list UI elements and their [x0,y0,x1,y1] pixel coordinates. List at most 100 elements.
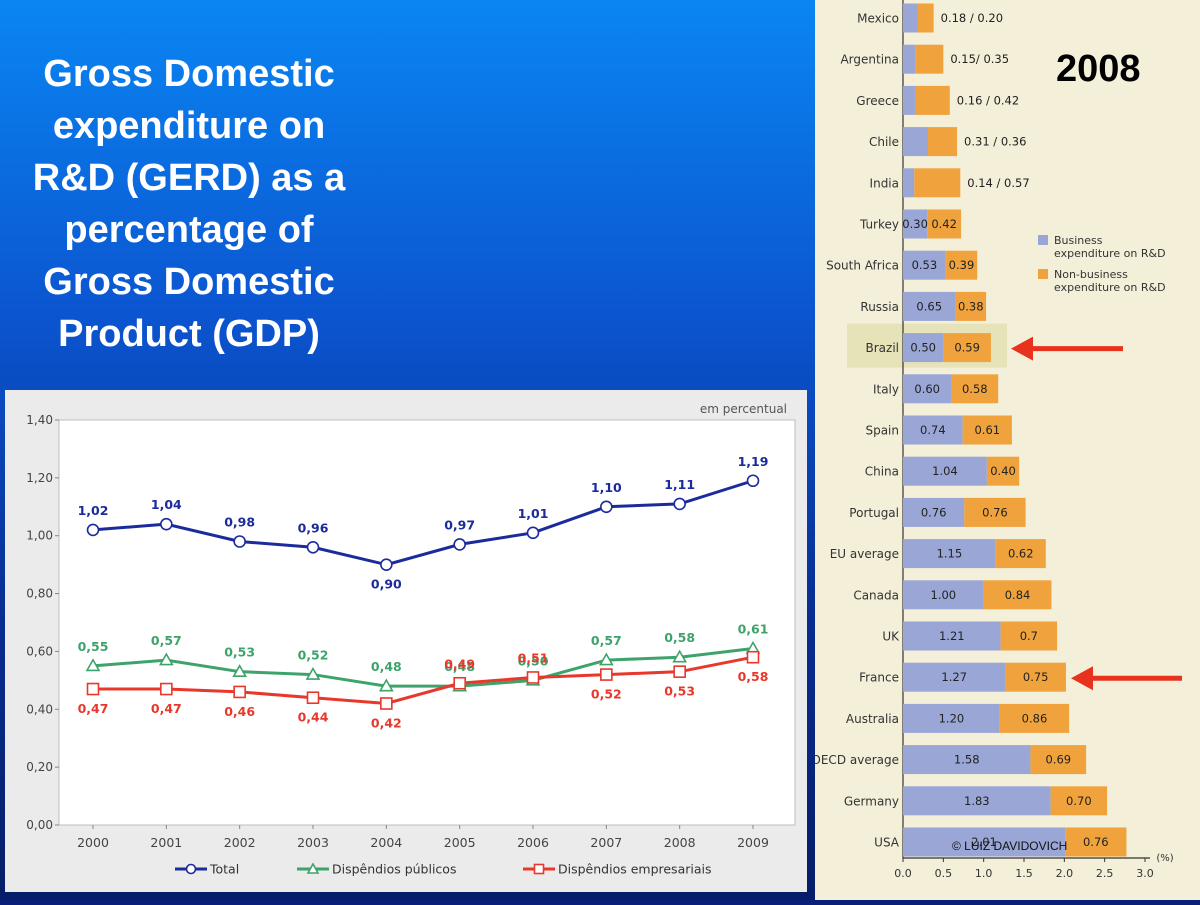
bar-chart-panel: 0.0 0.5 1.0 1.5 2.0 2.5 3.0 (%) Mexico 0.18 / 0.2… [811,0,1200,900]
bar-business [903,662,1006,692]
data-point [673,497,686,511]
bar-value-label: 1.20 [939,711,965,725]
data-point [453,676,466,690]
data-point [232,664,248,677]
category-label: Greece [856,94,899,108]
bar-value-label: 2.01 [971,835,997,849]
bar-value-label: 0.69 [1045,753,1071,767]
category-label: Brazil [866,341,900,355]
y-tick-label: 1,40 [26,413,53,427]
bar-non-business [962,415,1012,445]
category-label: Chile [869,135,899,149]
bar-business [903,85,916,115]
series-line-2 [92,647,754,688]
x-tick-label: 2009 [737,835,769,850]
category-label: Mexico [857,12,899,26]
bar-value-label: 0.61 [974,423,1000,437]
data-point [306,691,320,705]
data-label: 0,98 [224,515,255,530]
bar-non-business [1000,621,1058,651]
category-label: China [865,465,899,479]
legend-label: Dispêndios públicos [332,862,456,877]
data-point [673,665,686,678]
data-label: 0,47 [151,701,182,716]
legend-label: Total [209,862,239,877]
category-label: Turkey [859,218,899,232]
y-tick-label: 0,80 [26,587,53,601]
legend-label-line2: expenditure on R&D [1054,247,1166,260]
data-label: 0,48 [371,659,402,674]
bar-business [903,168,915,198]
data-label: 0,53 [664,684,695,699]
data-point [233,685,246,699]
data-point [526,526,540,540]
data-label: 0,49 [444,656,475,671]
data-label: 0,61 [738,622,769,637]
series-line-3 [93,655,754,706]
x-tick-label: 2002 [224,835,256,850]
bar-non-business [915,44,944,74]
bar-value-label: 0.40 [990,464,1016,478]
x-tick-label: 3.0 [1136,867,1154,880]
legend-label-line2: expenditure on R&D [1054,281,1166,294]
data-label: 0,46 [224,704,255,719]
data-point [746,474,760,488]
bar-value-label: 0.70 [1066,794,1092,808]
bar-value-label: 0.59 [954,341,980,355]
data-label: 0,90 [371,577,402,592]
bar-value-label: 0.50 [910,341,936,355]
category-label: South Africa [826,259,899,273]
bar-pair-label: 0.15/ 0.35 [950,52,1009,66]
bar-business [903,374,952,404]
bar-value-label: 0.7 [1020,629,1038,643]
bar-pair-label: 0.31 / 0.36 [964,135,1026,149]
data-label: 0,57 [591,633,622,648]
legend-label: Dispêndios empresariais [558,862,712,877]
bar-non-business [1065,827,1127,857]
bar-non-business [927,209,962,239]
bar-pair-label: 0.16 / 0.42 [957,93,1019,107]
data-label: 1,11 [664,477,695,492]
bar-non-business [943,333,991,363]
data-label: 1,04 [151,497,182,512]
bar-business [903,209,928,239]
line-chart: em percentual 0,00 0,20 0,40 0,60 0,80 1,00 1,2… [5,390,807,892]
bar-value-label: 0.75 [1023,670,1049,684]
bar-value-label: 0.60 [914,382,940,396]
copyright-credit: © LUIZ DAVIDOVICH [952,839,1068,853]
data-label: 0,44 [298,710,329,725]
bar-business [903,127,929,157]
slide-title: Gross Domestic expenditure on R&D (GERD)… [32,53,346,355]
y-tick-label: 0,60 [26,644,53,658]
legend-label-line1: Business [1054,234,1103,247]
red-arrow-head [1071,666,1093,691]
bar-non-business [1050,786,1108,816]
bar-non-business [986,456,1020,486]
bar-non-business [1005,662,1066,692]
bar-business [903,580,984,610]
category-label: Germany [844,794,899,808]
bar-value-label: 1.15 [937,547,963,561]
bar-non-business [945,250,978,280]
bar-value-label: 0.76 [982,505,1008,519]
x-tick-label: 0.0 [894,867,912,880]
bar-value-label: 0.86 [1022,711,1048,725]
bar-non-business [915,85,950,115]
bar-value-label: 0.38 [958,299,984,313]
data-label: 0,55 [78,639,109,654]
bar-non-business [1030,745,1087,775]
category-label: India [870,176,899,190]
bar-non-business [983,580,1052,610]
bar-value-label: 1.58 [954,753,980,767]
bar-value-label: 0.58 [962,382,988,396]
category-label: Italy [873,382,899,396]
data-point [746,650,760,664]
y-tick-label: 1,00 [26,529,53,543]
data-label: 0,58 [738,669,769,684]
data-label: 0,50 [518,653,549,668]
bar-pair-label: 0.18 / 0.20 [941,11,1003,25]
data-label: 0,47 [78,701,109,716]
data-label: 0,52 [591,687,622,702]
bar-business [903,621,1001,651]
bar-business [903,44,916,74]
